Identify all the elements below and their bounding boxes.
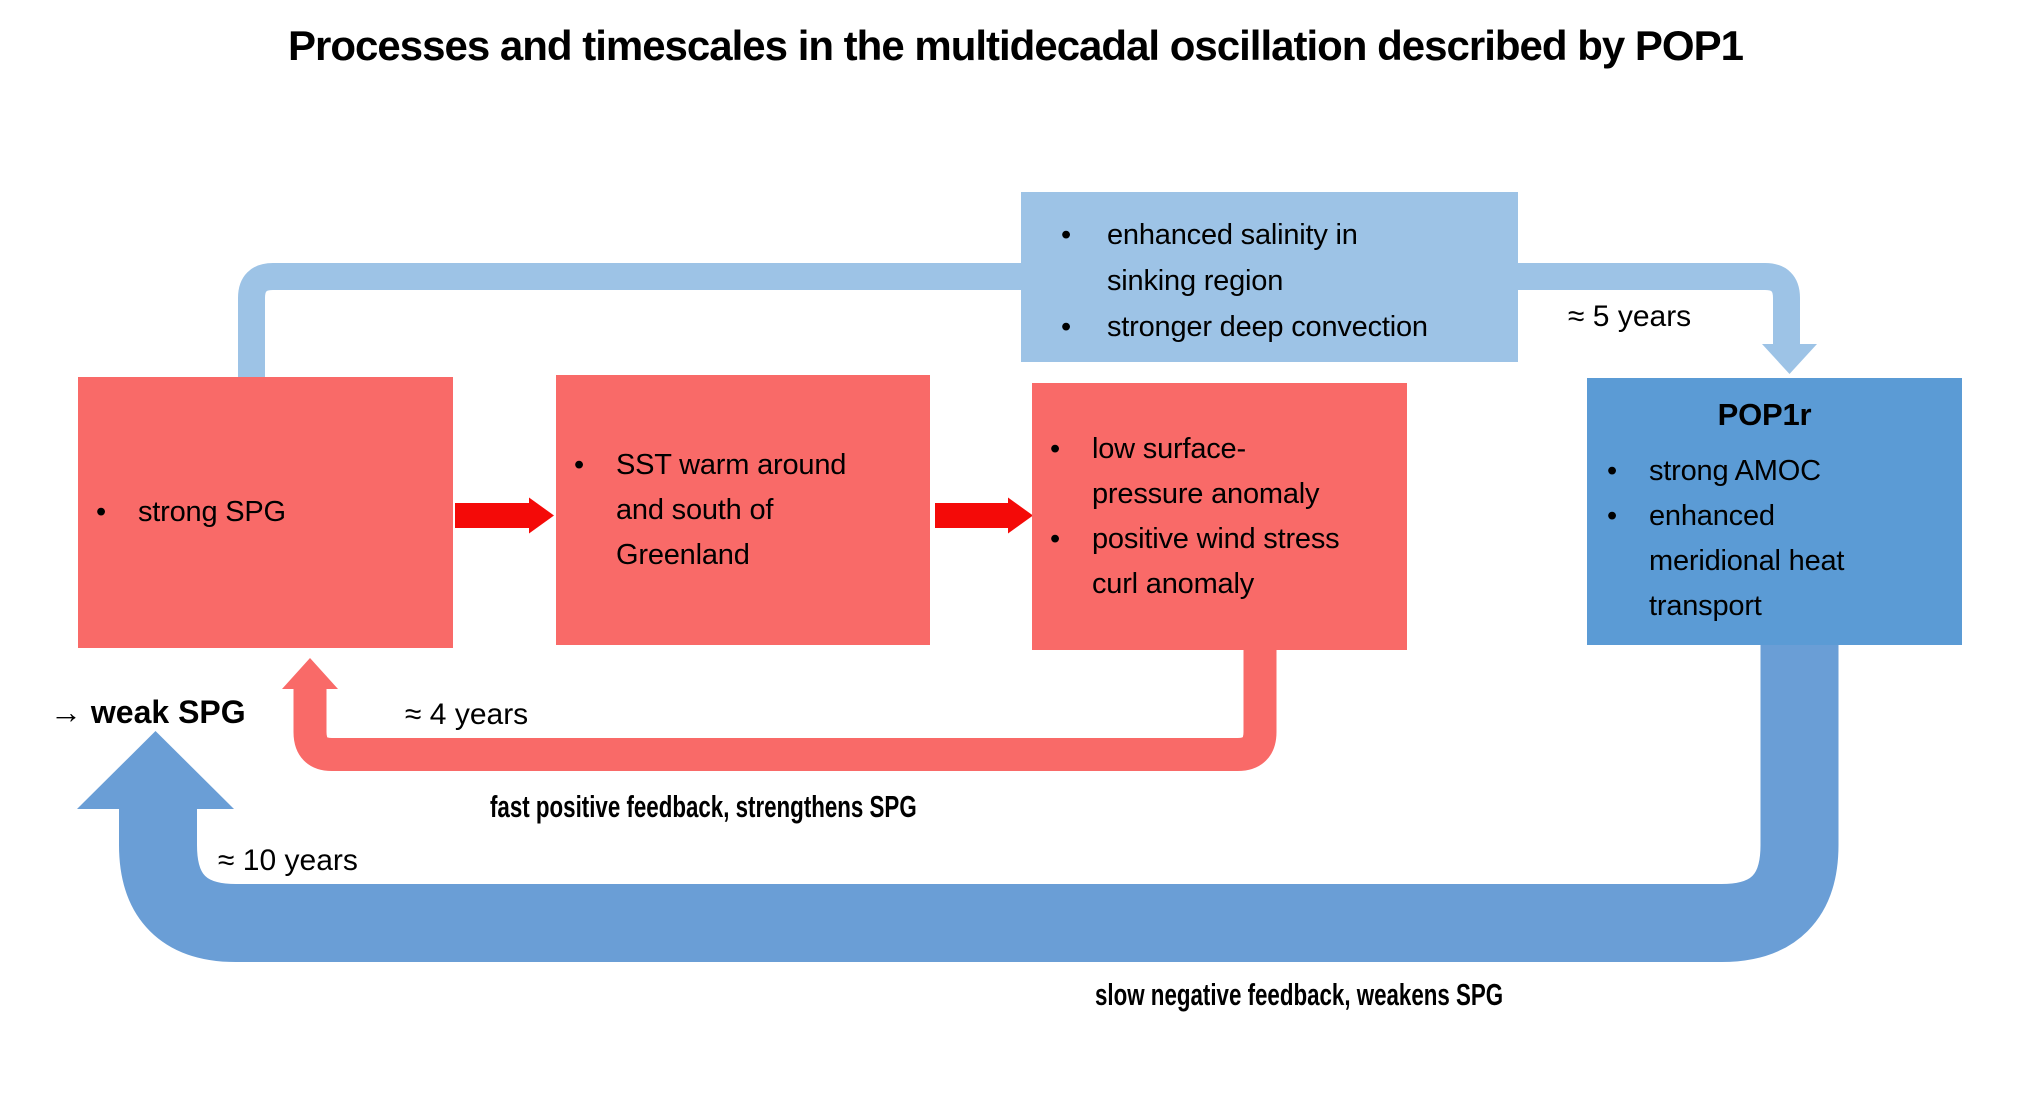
bullet-line: sinking region: [1061, 258, 1518, 304]
bullet-line: • SST warm around: [574, 443, 930, 488]
box-line-text: enhanced: [1649, 500, 1775, 532]
box-line-text: strong SPG: [138, 496, 286, 528]
label-weak-spg: → weak SPG: [50, 694, 246, 730]
box-line-text: pressure anomaly: [1092, 477, 1320, 510]
bullet-glyph: •: [96, 496, 106, 528]
box-line-text: enhanced salinity in: [1107, 219, 1358, 251]
arrowhead-into-pop1r: [1762, 344, 1817, 374]
box-line-text: curl anomaly: [1092, 567, 1254, 600]
box-line-text: low surface-: [1092, 432, 1246, 465]
box-pressure-anomaly: • low surface- pressure anomaly • positi…: [1032, 383, 1407, 650]
bullet-line: and south of: [574, 488, 930, 533]
box-line-text: transport: [1649, 590, 1762, 622]
bullet-line: • low surface-: [1050, 427, 1407, 472]
bullet-glyph: •: [1050, 432, 1060, 465]
box-sst-warm: • SST warm around and south of Greenland: [556, 375, 930, 645]
bullet-line: • stronger deep convection: [1061, 304, 1518, 350]
box-line-text: Greenland: [616, 538, 750, 571]
arrowhead-slow-feedback: [77, 731, 234, 809]
box-line-text: positive wind stress: [1092, 522, 1340, 555]
bullet-glyph: •: [1061, 219, 1071, 251]
page-title: Processes and timescales in the multidec…: [288, 22, 1744, 69]
arrowhead-fast-feedback: [282, 658, 338, 689]
pipe-fast-feedback: [293, 645, 1277, 771]
bullet-line: • positive wind stress: [1050, 517, 1407, 562]
bullet-line: • strong SPG: [96, 490, 453, 535]
box-line-text: sinking region: [1107, 265, 1284, 297]
box-pop1r: POP1r • strong AMOC • enhanced meridiona…: [1587, 378, 1962, 645]
pipe-slow-feedback: [119, 643, 1839, 962]
box-strong-spg: • strong SPG: [78, 377, 453, 648]
arrow-sst-to-pressure-head: [1008, 497, 1033, 534]
bullet-line: Greenland: [574, 533, 930, 578]
bullet-glyph: •: [574, 448, 584, 481]
bullet-line: • enhanced: [1607, 494, 1962, 539]
bullet-glyph: •: [1050, 522, 1060, 555]
label-four-years: ≈ 4 years: [405, 698, 529, 731]
bullet-glyph: •: [1061, 311, 1071, 343]
caption-slow-feedback: slow negative feedback, weakens SPG: [1095, 977, 1504, 1012]
box-line-text: and south of: [616, 493, 774, 526]
label-ten-years: ≈ 10 years: [218, 844, 358, 877]
bullet-line: meridional heat: [1607, 539, 1962, 584]
bullet-line: • enhanced salinity in: [1061, 212, 1518, 258]
box-line-text: SST warm around: [616, 448, 847, 481]
bullet-line: pressure anomaly: [1050, 472, 1407, 517]
pipe-spg-to-pop1r: [238, 263, 1800, 382]
box-line-text: stronger deep convection: [1107, 311, 1428, 343]
box-salinity: • enhanced salinity in sinking region • …: [1021, 192, 1518, 362]
bullet-line: transport: [1607, 584, 1962, 629]
arrow-spg-to-sst-head: [529, 497, 554, 534]
bullet-line: curl anomaly: [1050, 562, 1407, 607]
bullet-glyph: •: [1607, 455, 1617, 487]
bullet-glyph: •: [1607, 500, 1617, 532]
pop1r-heading: POP1r: [1717, 397, 1812, 432]
bullet-line: • strong AMOC: [1607, 449, 1962, 494]
box-line-text: strong AMOC: [1649, 455, 1821, 487]
label-five-years: ≈ 5 years: [1568, 300, 1692, 333]
box-line-text: meridional heat: [1649, 545, 1845, 577]
caption-fast-feedback: fast positive feedback, strengthens SPG: [490, 789, 917, 824]
